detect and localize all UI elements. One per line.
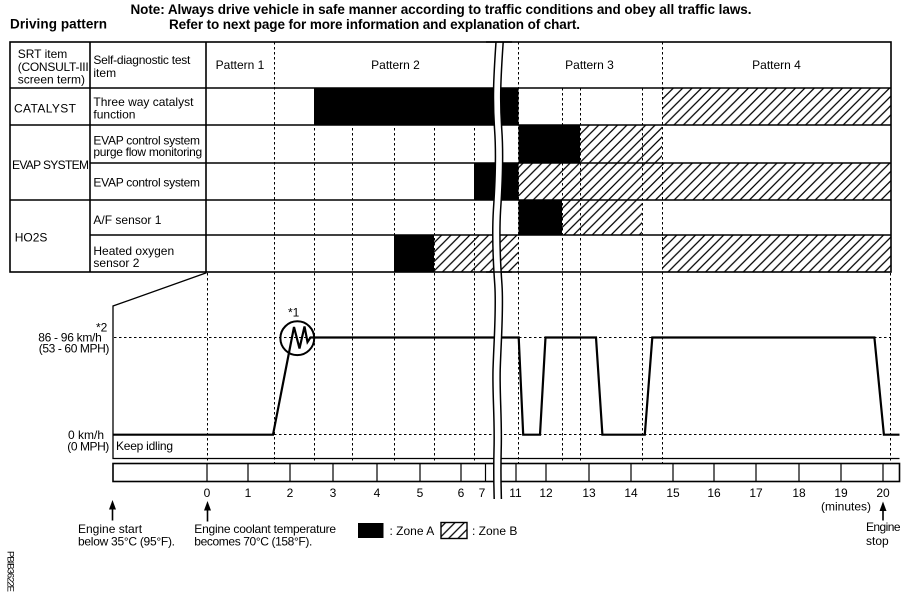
svg-text:0 km/h: 0 km/h <box>68 428 104 442</box>
svg-text:Pattern 1: Pattern 1 <box>216 58 265 72</box>
svg-text:18: 18 <box>792 486 806 500</box>
svg-text:EVAP control system: EVAP control system <box>93 134 200 148</box>
svg-text:86 - 96 km/h: 86 - 96 km/h <box>38 331 102 345</box>
svg-text:purge flow monitoring: purge flow monitoring <box>93 145 202 159</box>
svg-text:Engine: Engine <box>866 520 901 534</box>
svg-text:19: 19 <box>834 486 848 500</box>
svg-text:Note: Always drive vehicle in: Note: Always drive vehicle in safe manne… <box>131 2 752 17</box>
svg-text:*2: *2 <box>96 321 108 335</box>
svg-text:0: 0 <box>204 486 211 500</box>
svg-text:HO2S: HO2S <box>15 231 48 245</box>
svg-text:(CONSULT-III: (CONSULT-III <box>18 60 89 74</box>
svg-text:sensor 2: sensor 2 <box>93 256 139 270</box>
svg-text:Pattern 4: Pattern 4 <box>752 58 801 72</box>
svg-text:13: 13 <box>582 486 596 500</box>
svg-text:3: 3 <box>330 486 337 500</box>
svg-text:(0 MPH): (0 MPH) <box>67 440 109 454</box>
svg-text:Keep idling: Keep idling <box>116 439 173 453</box>
svg-text:7: 7 <box>479 486 486 500</box>
svg-text:16: 16 <box>707 486 721 500</box>
svg-text:6: 6 <box>458 486 465 500</box>
svg-text:EVAP control system: EVAP control system <box>93 175 200 189</box>
svg-text:4: 4 <box>374 486 381 500</box>
svg-text:Pattern 2: Pattern 2 <box>371 58 420 72</box>
svg-text:2: 2 <box>287 486 294 500</box>
svg-text:item: item <box>93 66 116 80</box>
svg-text:stop: stop <box>866 534 889 548</box>
svg-text:CATALYST: CATALYST <box>14 101 77 115</box>
svg-text:Refer to next page for more in: Refer to next page for more information … <box>169 17 580 32</box>
svg-text:12: 12 <box>539 486 553 500</box>
svg-text:SRT item: SRT item <box>18 47 68 61</box>
svg-text:11: 11 <box>509 486 522 500</box>
svg-text:15: 15 <box>666 486 680 500</box>
svg-text:(minutes): (minutes) <box>821 500 871 514</box>
svg-text:below 35°C (95°F).: below 35°C (95°F). <box>78 535 175 549</box>
svg-text:Heated oxygen: Heated oxygen <box>93 244 174 258</box>
svg-text:Driving pattern: Driving pattern <box>10 17 107 32</box>
svg-text:: Zone A: : Zone A <box>390 524 435 538</box>
svg-text:Three way catalyst: Three way catalyst <box>93 95 194 109</box>
svg-text:17: 17 <box>749 486 763 500</box>
svg-text:Pattern 3: Pattern 3 <box>565 58 614 72</box>
svg-text:5: 5 <box>417 486 424 500</box>
svg-text:A/F sensor 1: A/F sensor 1 <box>93 213 161 227</box>
svg-text:Engine coolant temperature: Engine coolant temperature <box>194 522 336 536</box>
svg-text:Self-diagnostic test: Self-diagnostic test <box>93 53 191 67</box>
svg-text:PBIB3622E: PBIB3622E <box>5 551 16 592</box>
svg-text:Engine start: Engine start <box>78 522 143 536</box>
svg-text:function: function <box>93 108 135 122</box>
svg-text:*1: *1 <box>288 306 300 320</box>
svg-text:14: 14 <box>624 486 638 500</box>
svg-text:screen term): screen term) <box>18 73 85 87</box>
svg-text:(53 - 60 MPH): (53 - 60 MPH) <box>39 342 110 356</box>
svg-text:becomes 70°C (158°F).: becomes 70°C (158°F). <box>194 535 312 549</box>
svg-text:20: 20 <box>876 486 890 500</box>
svg-text:EVAP SYSTEM: EVAP SYSTEM <box>12 158 89 172</box>
svg-text:1: 1 <box>245 486 252 500</box>
svg-text:: Zone B: : Zone B <box>472 524 517 538</box>
